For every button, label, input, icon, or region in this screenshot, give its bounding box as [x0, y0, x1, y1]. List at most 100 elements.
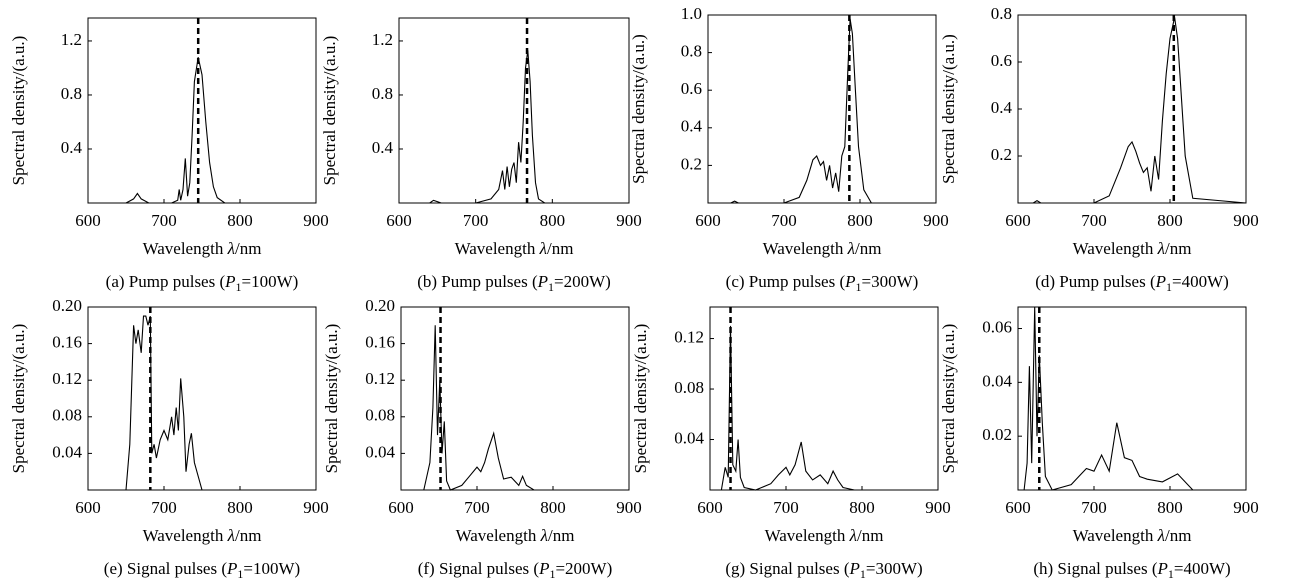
x-tick-label: 800	[540, 211, 566, 230]
caption: (e) Signal pulses (P1=100W)	[104, 559, 300, 581]
caption-part: (d) Pump pulses (	[1035, 272, 1156, 291]
caption-part: P	[849, 559, 860, 578]
y-tick-label: 0.4	[991, 98, 1013, 117]
y-tick-label: 0.04	[674, 428, 704, 447]
x-tick-label: 900	[616, 211, 642, 230]
x-axis-label-part: Wavelength	[765, 526, 850, 545]
y-tick-label: 0.8	[991, 4, 1012, 23]
y-tick-label: 0.12	[52, 369, 82, 388]
plot-frame	[87, 306, 317, 491]
x-axis-label: Wavelength λ/nm	[143, 239, 262, 258]
caption-part: 1	[1166, 280, 1172, 294]
caption-part: (c) Pump pulses (	[726, 272, 846, 291]
x-tick-label: 900	[925, 498, 951, 517]
spectrum-line	[88, 57, 316, 204]
y-tick-label: 0.8	[681, 42, 702, 61]
y-tick-label: 0.08	[674, 378, 704, 397]
spectrum-line	[708, 18, 936, 204]
caption-part: =100W)	[242, 272, 299, 291]
x-tick-label: 800	[540, 498, 566, 517]
x-axis-label-part: /nm	[857, 526, 883, 545]
x-axis-label-part: Wavelength	[143, 526, 228, 545]
caption-part: (a) Pump pulses (	[106, 272, 226, 291]
y-tick-label: 0.08	[52, 406, 82, 425]
caption-part: =200W)	[554, 272, 611, 291]
caption: (f) Signal pulses (P1=200W)	[418, 559, 613, 581]
y-axis-label: Spectral density/(a.u.)	[322, 324, 341, 474]
caption: (g) Signal pulses (P1=300W)	[725, 559, 922, 581]
y-tick-label: 0.08	[365, 406, 395, 425]
x-tick-label: 600	[1005, 211, 1031, 230]
caption-part: 1	[860, 567, 866, 581]
caption-part: P	[224, 272, 235, 291]
y-tick-label: 1.0	[681, 4, 702, 23]
y-tick-label: 0.04	[365, 442, 395, 461]
caption: (d) Pump pulses (P1=400W)	[1035, 272, 1229, 294]
y-tick-label: 0.2	[991, 145, 1012, 164]
x-tick-label: 800	[847, 211, 873, 230]
caption-part: (e) Signal pulses (	[104, 559, 228, 578]
caption-part: 1	[856, 280, 862, 294]
y-tick-label: 0.12	[674, 327, 704, 346]
y-axis-label: Spectral density/(a.u.)	[9, 324, 28, 474]
x-tick-label: 800	[1157, 211, 1183, 230]
x-axis-label-part: Wavelength	[143, 239, 228, 258]
caption: (a) Pump pulses (P1=100W)	[106, 272, 299, 294]
x-tick-label: 800	[227, 211, 253, 230]
plot-frame	[707, 14, 937, 204]
caption-part: =400W)	[1174, 559, 1231, 578]
spectrum-line	[710, 325, 938, 491]
x-tick-label: 700	[151, 498, 177, 517]
x-tick-label: 700	[771, 211, 797, 230]
x-axis-label-part: λ	[847, 239, 855, 258]
y-axis-label: Spectral density/(a.u.)	[939, 324, 958, 474]
x-axis-label-part: λ	[540, 526, 548, 545]
x-tick-label: 700	[773, 498, 799, 517]
caption-part: (f) Signal pulses (	[418, 559, 540, 578]
x-axis-label-part: λ	[849, 526, 857, 545]
x-axis-label-part: /nm	[547, 239, 573, 258]
caption-part: 1	[236, 280, 242, 294]
plot-frame	[1017, 306, 1247, 491]
x-tick-label: 600	[1005, 498, 1031, 517]
caption-part: 1	[548, 280, 554, 294]
x-axis-label: Wavelength λ/nm	[143, 526, 262, 545]
x-axis-label: Wavelength λ/nm	[763, 239, 882, 258]
x-axis-label-part: Wavelength	[1073, 526, 1158, 545]
x-tick-label: 700	[1081, 211, 1107, 230]
x-tick-label: 800	[1157, 498, 1183, 517]
x-tick-label: 900	[303, 211, 329, 230]
x-tick-label: 700	[1081, 498, 1107, 517]
plot-frame	[87, 17, 317, 204]
y-tick-label: 0.02	[982, 425, 1012, 444]
x-tick-label: 900	[923, 211, 949, 230]
y-tick-label: 0.12	[365, 369, 395, 388]
spectrum-line	[1018, 17, 1247, 204]
panel: 600 700 800 900 0.04 0.08 0.12 0.16 0.20 Spectral…	[9, 296, 329, 581]
x-tick-label: 700	[464, 498, 490, 517]
plot-frame	[709, 306, 939, 491]
x-axis-label-part: /nm	[1165, 526, 1191, 545]
x-tick-label: 700	[151, 211, 177, 230]
caption-part: =300W)	[862, 272, 919, 291]
panel: 600 700 800 900 0.4 0.8 1.2 Spectral density/(a…	[9, 17, 329, 294]
y-axis-label: Spectral density/(a.u.)	[9, 36, 28, 186]
x-axis-label-part: Wavelength	[763, 239, 848, 258]
y-axis-label: Spectral density/(a.u.)	[939, 34, 958, 184]
y-tick-label: 0.16	[52, 333, 82, 352]
y-tick-label: 0.04	[982, 371, 1012, 390]
x-tick-label: 600	[697, 498, 723, 517]
x-axis-label-part: /nm	[548, 526, 574, 545]
y-tick-label: 1.2	[372, 30, 393, 49]
y-tick-label: 0.4	[681, 117, 703, 136]
spectrum-line	[88, 315, 316, 491]
caption-part: (g) Signal pulses (	[725, 559, 850, 578]
x-tick-label: 800	[849, 498, 875, 517]
panel: 600 700 800 900 0.2 0.4 0.6 0.8 1.0 Spectral dens…	[629, 4, 949, 294]
x-tick-label: 600	[388, 498, 414, 517]
x-axis-label: Wavelength λ/nm	[455, 239, 574, 258]
x-axis-label-part: Wavelength	[456, 526, 541, 545]
x-axis-label-part: Wavelength	[1073, 239, 1158, 258]
